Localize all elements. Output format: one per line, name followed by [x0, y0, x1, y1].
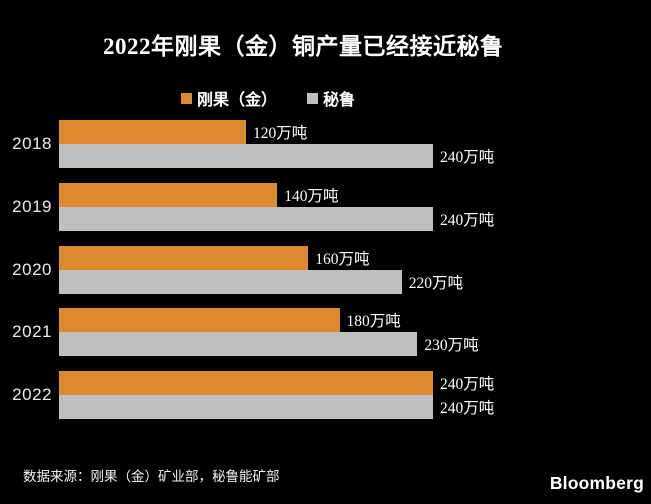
- year-label: 2019: [12, 196, 52, 216]
- bar-line-congo: 240万吨: [59, 371, 651, 395]
- bar-chart: 2018 120万吨 240万吨 2019 140万吨: [0, 120, 651, 419]
- bar-congo: [59, 371, 433, 395]
- bar-pair: 180万吨 230万吨: [59, 308, 651, 357]
- legend-label-congo: 刚果（金）: [197, 92, 278, 109]
- bar-peru: [59, 269, 402, 294]
- bar-line-congo: 120万吨: [59, 120, 651, 144]
- value-label-peru: 240万吨: [440, 211, 495, 229]
- legend: 刚果（金） 秘鲁: [181, 86, 355, 110]
- source-note: 数据来源：刚果（金）矿业部，秘鲁能矿部: [23, 469, 280, 484]
- value-label-congo: 160万吨: [315, 250, 370, 268]
- bar-line-peru: 240万吨: [59, 144, 651, 168]
- bar-peru: [59, 206, 433, 231]
- value-label-peru: 230万吨: [424, 337, 479, 355]
- bloomberg-logo: Bloomberg: [549, 473, 644, 493]
- legend-label-peru: 秘鲁: [323, 92, 356, 109]
- legend-swatch-peru: [307, 92, 319, 104]
- bar-line-congo: 140万吨: [59, 182, 651, 207]
- year-label: 2022: [12, 385, 52, 404]
- bar-pair: 160万吨 220万吨: [59, 245, 651, 294]
- bar-peru: [59, 332, 418, 357]
- bar-line-peru: 240万吨: [59, 206, 651, 231]
- bar-pair: 240万吨 240万吨: [59, 371, 651, 419]
- chart-title: 2022年刚果（金）铜产量已经接近秘鲁: [103, 34, 504, 59]
- legend-item-congo: 刚果（金）: [181, 86, 277, 110]
- value-label-congo: 140万吨: [284, 187, 339, 205]
- value-label-peru: 220万吨: [408, 274, 464, 292]
- bar-pair: 120万吨 240万吨: [59, 120, 651, 168]
- bar-congo: [59, 182, 278, 207]
- bar-congo: [59, 245, 309, 270]
- bar-congo: [59, 120, 246, 144]
- legend-swatch-congo: [181, 92, 192, 104]
- year-label: 2020: [12, 259, 52, 279]
- bar-line-peru: 230万吨: [59, 332, 651, 357]
- value-label-peru: 240万吨: [440, 149, 495, 166]
- legend-item-peru: 秘鲁: [307, 86, 355, 110]
- year-group: 2022 240万吨 240万吨: [0, 371, 651, 419]
- bar-congo: [59, 308, 340, 333]
- bar-peru: [59, 144, 433, 168]
- value-label-peru: 240万吨: [440, 400, 495, 417]
- bar-line-peru: 240万吨: [59, 395, 651, 419]
- bar-pair: 140万吨 240万吨: [59, 182, 651, 231]
- year-group: 2021 180万吨 230万吨: [0, 308, 651, 357]
- value-label-congo: 120万吨: [253, 125, 308, 142]
- bar-line-congo: 180万吨: [59, 308, 651, 333]
- value-label-congo: 180万吨: [346, 313, 401, 331]
- bar-line-peru: 220万吨: [59, 269, 651, 294]
- year-group: 2020 160万吨 220万吨: [0, 245, 651, 294]
- bar-peru: [59, 395, 433, 419]
- value-label-congo: 240万吨: [440, 376, 495, 393]
- year-label: 2018: [12, 134, 52, 153]
- bar-line-congo: 160万吨: [59, 245, 651, 270]
- year-label: 2021: [12, 322, 52, 342]
- year-group: 2018 120万吨 240万吨: [0, 120, 651, 168]
- year-group: 2019 140万吨 240万吨: [0, 182, 651, 231]
